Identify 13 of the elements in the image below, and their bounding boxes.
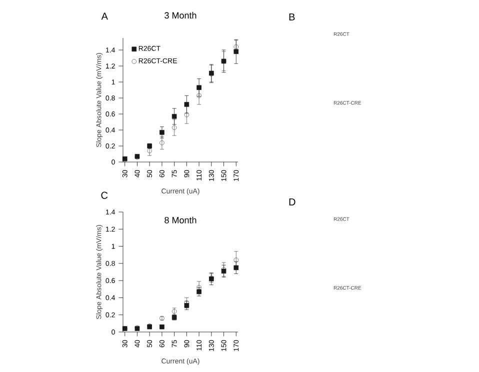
point — [196, 85, 202, 90]
chart-title: 3 Month — [164, 12, 196, 19]
point — [184, 102, 190, 107]
text: B — [289, 14, 295, 20]
point — [147, 148, 152, 154]
chart-title: 8 Month — [164, 216, 196, 224]
point — [160, 140, 164, 146]
point — [234, 44, 239, 50]
text: C — [101, 192, 108, 199]
point — [234, 265, 239, 270]
point — [234, 49, 239, 54]
text: A — [101, 12, 108, 20]
text: D — [289, 198, 296, 206]
